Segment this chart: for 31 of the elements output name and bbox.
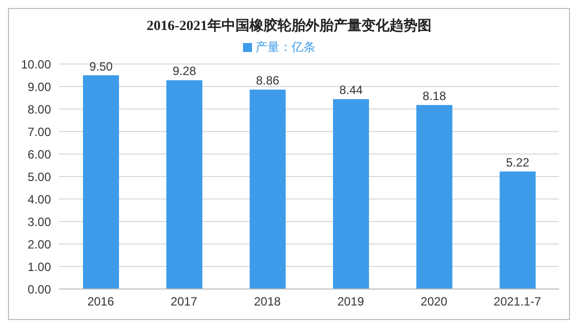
bar <box>83 75 119 289</box>
bar <box>500 172 536 289</box>
y-tick-label: 2.00 <box>28 237 52 252</box>
y-tick-label: 7.00 <box>28 124 52 139</box>
x-tick-label: 2016 <box>87 294 114 309</box>
data-label: 9.28 <box>172 64 196 78</box>
x-tick-label: 2021.1-7 <box>494 294 542 309</box>
chart-title: 2016-2021年中国橡胶轮胎外胎产量变化趋势图 <box>146 17 432 35</box>
data-label: 8.44 <box>339 83 363 98</box>
bar <box>333 99 369 289</box>
y-tick-label: 9.00 <box>28 80 52 94</box>
y-tick-label: 10.00 <box>20 57 52 72</box>
y-tick-label: 8.00 <box>28 102 52 116</box>
bar <box>250 90 286 289</box>
y-tick-label: 1.00 <box>28 260 52 274</box>
data-label: 9.50 <box>89 59 113 74</box>
x-tick-label: 2017 <box>170 294 198 309</box>
x-tick-label: 2020 <box>420 294 448 309</box>
x-tick-label: 2018 <box>254 294 282 309</box>
data-label: 5.22 <box>506 156 530 170</box>
data-label: 8.86 <box>256 74 280 88</box>
y-tick-label: 6.00 <box>28 147 52 162</box>
x-tick-label: 2019 <box>337 294 364 309</box>
data-label: 8.18 <box>422 88 446 103</box>
y-tick-label: 4.00 <box>28 192 52 206</box>
y-tick-label: 0.00 <box>28 282 52 296</box>
bar <box>416 104 452 289</box>
y-tick-label: 3.00 <box>28 214 52 229</box>
legend-label: 产量：亿条 <box>256 40 316 54</box>
y-tick-label: 5.00 <box>28 170 52 184</box>
bar <box>166 80 202 289</box>
